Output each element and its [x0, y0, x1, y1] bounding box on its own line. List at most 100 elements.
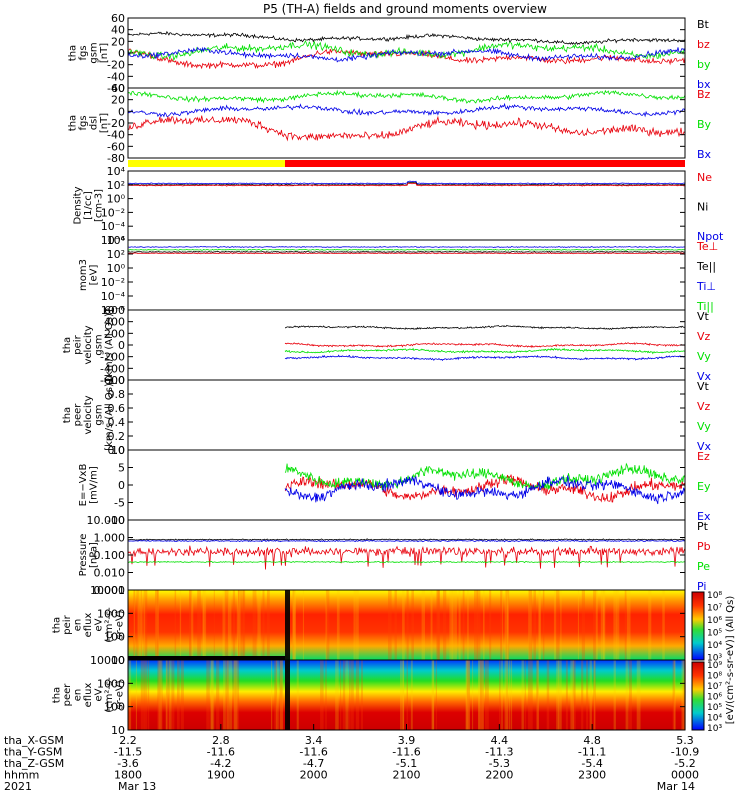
- ylabel-temp: mom3: [78, 259, 89, 291]
- ylabel-peer_vel: [km/s (All Qs)]: [104, 379, 115, 451]
- xaxis-hhmm-label: 2100: [393, 769, 421, 782]
- xaxis-row-label: 2021: [4, 780, 32, 793]
- ytick-peir_vel: -400: [100, 362, 125, 375]
- colorbar-tick: 10⁴: [707, 641, 722, 651]
- spectrogram-peer_en: [128, 660, 685, 730]
- xaxis-hhmm-label: 1900: [207, 769, 235, 782]
- ytick-peer_en: 10000: [90, 654, 125, 667]
- ytick-efield: -5: [114, 497, 125, 510]
- xaxis-hhmm-label: 0000: [671, 769, 699, 782]
- xaxis-hhmm-label: 2000: [300, 769, 328, 782]
- ylabel-peir_vel: velocity: [83, 325, 94, 364]
- ytick-fgs_dsl: 0: [118, 105, 125, 118]
- panel-temp: [127, 245, 686, 255]
- ylabel-pressure: Pressure: [78, 534, 89, 577]
- colorbar-tick: 10⁸: [707, 672, 722, 682]
- ytick-peer_vel: 0.4: [108, 416, 126, 429]
- colorbar-peer: [691, 661, 705, 731]
- xaxis-y-label: -11.6: [392, 746, 420, 759]
- legend-pressure-0: Pt: [697, 520, 709, 533]
- ylabel-peir_en: eV: [94, 618, 105, 631]
- legend-peer_vel-0: Vt: [697, 380, 710, 393]
- ytick-peir_en: 10: [111, 654, 125, 667]
- series-temp-2: [128, 250, 686, 253]
- legend-density-2: Npot: [697, 230, 724, 243]
- mode-bar-fast: [285, 160, 685, 167]
- panel-frame-temp: [127, 239, 686, 311]
- ytick-temp: 10⁻²: [101, 276, 125, 289]
- series-fgs_dsl-2: [127, 102, 686, 118]
- ylabel-peir_en: tha: [52, 617, 63, 633]
- legend-peer_vel-3: Vx: [697, 440, 712, 453]
- ytick-fgs_dsl: 20: [111, 94, 125, 107]
- xaxis-y-label: -11.1: [578, 746, 606, 759]
- xaxis-z-label: -5.3: [489, 757, 510, 770]
- colorbar-tick: 10³: [707, 724, 722, 734]
- ytick-fgs_dsl: -80: [107, 152, 125, 165]
- ytick-temp: 10⁴: [107, 234, 126, 247]
- ytick-peir_vel: 200: [104, 327, 125, 340]
- legend-density-0: Ne: [697, 171, 712, 184]
- colorbar-peir: [691, 591, 705, 661]
- ytick-pressure: 0.010: [94, 567, 126, 580]
- series-density-1: [127, 181, 686, 186]
- panel-efield: [284, 462, 686, 505]
- xaxis-x-label: 3.9: [398, 734, 416, 747]
- series-pressure-0: [127, 538, 686, 541]
- legend-peir_vel-0: Vt: [697, 310, 710, 323]
- ylabel-peer_en: peer: [62, 683, 73, 707]
- legend-peir_vel-3: Vx: [697, 370, 712, 383]
- ylabel-peer_vel: gsm: [94, 404, 105, 425]
- ytick-pressure: 10.000: [87, 514, 126, 527]
- ytick-density: 10²: [107, 179, 125, 192]
- ytick-density: 10⁻⁶: [101, 234, 126, 247]
- ytick-temp: 10⁻⁶: [101, 304, 126, 317]
- ytick-peir_en: 1000: [97, 607, 125, 620]
- ylabel-fgs: tha: [67, 45, 78, 61]
- panel-frame-peer_vel: [127, 379, 686, 451]
- ytick-density: 10⁻²: [101, 206, 125, 219]
- ytick-efield: -10: [107, 514, 125, 527]
- colorbar-tick: 10⁷: [707, 682, 722, 692]
- ytick-fgs_dsl: -60: [107, 140, 125, 153]
- panel-peir_vel: [284, 324, 686, 362]
- ytick-peer_en: 10: [111, 724, 125, 737]
- ytick-fgs_dsl: -20: [107, 117, 125, 130]
- series-efield-1: [284, 462, 686, 490]
- ytick-peer_vel: 0.6: [108, 402, 126, 415]
- legend-pressure-2: Pe: [697, 560, 710, 573]
- legend-fgs_dsl-1: By: [697, 118, 712, 131]
- ytick-temp: 10⁻⁴: [101, 290, 126, 303]
- ytick-fgs: 20: [111, 35, 125, 48]
- ylabel-peer_en: eV: [94, 688, 105, 701]
- xaxis-hhmm-label: 2200: [485, 769, 513, 782]
- ytick-peer_vel: 1.0: [108, 374, 126, 387]
- series-temp-0: [127, 245, 686, 249]
- colorbar-tick: 10⁸: [707, 591, 722, 601]
- series-fgs_dsl-0: [127, 115, 686, 142]
- xaxis-y-label: -11.6: [207, 746, 235, 759]
- series-temp-3: [127, 252, 686, 255]
- series-pressure-1: [127, 539, 686, 543]
- ytick-peir_vel: -600: [100, 374, 125, 387]
- xaxis-y-label: -11.3: [485, 746, 513, 759]
- colorbar-tick: 10³: [707, 654, 722, 664]
- colorbar-tick: 10⁶: [707, 616, 722, 626]
- xaxis-x-label: 2.8: [212, 734, 230, 747]
- ytick-peir_en: 10000: [90, 584, 125, 597]
- series-density-2: [127, 182, 686, 187]
- colorbar-tick: 10⁶: [707, 693, 722, 703]
- colorbar-tick: 10⁴: [707, 714, 722, 724]
- xaxis-row-label: tha_Z-GSM: [4, 757, 64, 770]
- spectrogram-peir_en: [128, 590, 685, 660]
- ytick-fgs: -60: [107, 82, 125, 95]
- xaxis-z-label: -5.1: [396, 757, 417, 770]
- legend-peer_vel-1: Vz: [697, 400, 711, 413]
- xaxis-z-label: -5.4: [581, 757, 602, 770]
- ytick-peir_en: 100: [104, 631, 125, 644]
- legend-fgs_dsl-2: Bx: [697, 148, 712, 161]
- legend-efield-1: Ey: [697, 480, 711, 493]
- ytick-efield: 10: [111, 444, 125, 457]
- series-fgs_dsl-1: [127, 89, 686, 104]
